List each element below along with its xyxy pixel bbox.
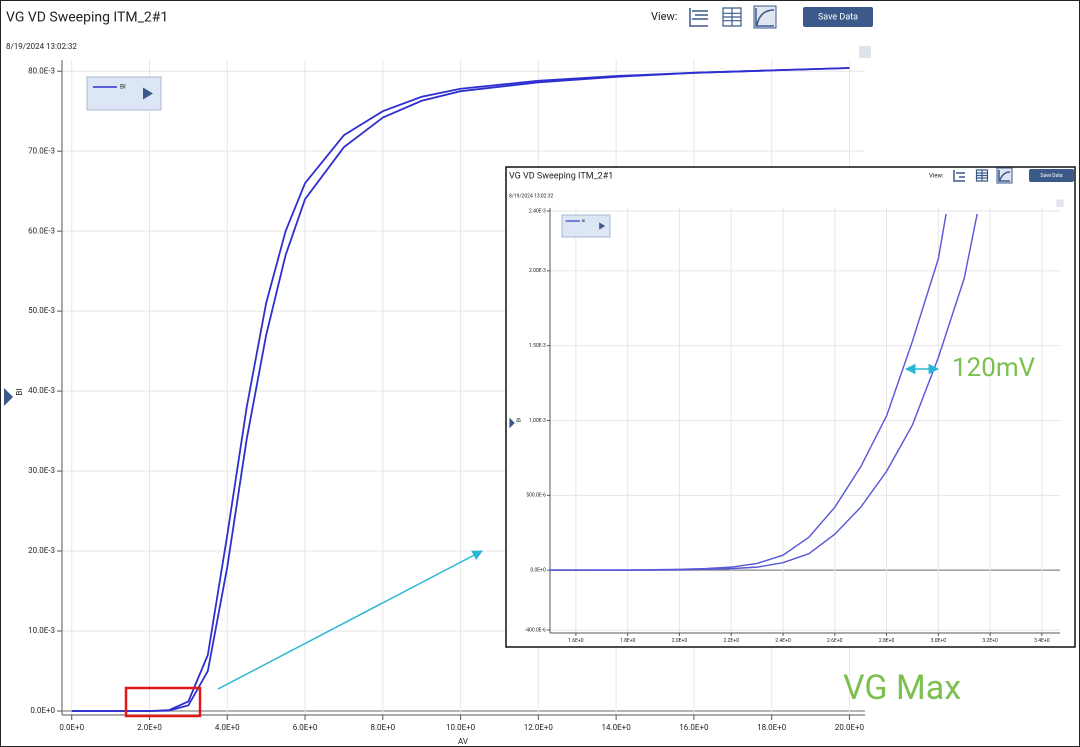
series-line (71, 67, 850, 712)
view-label: View: (929, 173, 944, 180)
x-axis-label: AV (458, 737, 468, 746)
save-data-button[interactable]: Save Data (803, 7, 873, 27)
x-tick-label: 2.8E+0 (879, 638, 895, 644)
table-view-button[interactable] (721, 6, 743, 28)
menu-icon[interactable] (859, 46, 871, 58)
view-icon (952, 168, 967, 183)
highlight-box (124, 686, 202, 718)
timestamp: 8/19/2024 13:02:32 (6, 42, 77, 51)
view-icon (753, 5, 777, 29)
y-tick-label: 10.0E-3 (28, 626, 55, 635)
y-tick-label: 40.0E-3 (28, 386, 55, 395)
legend-label: BI (120, 83, 126, 91)
icon-glyph (722, 7, 742, 27)
y-tick-label: 1.00E-3 (529, 418, 546, 424)
x-tick-label: 0.0E+0 (59, 723, 84, 732)
x-tick-label: 18.0E+0 (757, 723, 787, 732)
zoom-arrow (217, 550, 483, 690)
y-tick-label: 70.0E-3 (28, 146, 55, 155)
tree-view-button[interactable] (952, 168, 967, 183)
tree-view-button[interactable] (688, 6, 710, 28)
y-tick-label: 500.0E-6 (526, 493, 546, 499)
y-tick-label: 50.0E-3 (28, 306, 55, 315)
x-tick-label: 6.0E+0 (293, 723, 318, 732)
x-tick-label: 1.6E+0 (568, 638, 584, 644)
x-tick-label: 16.0E+0 (679, 723, 709, 732)
y-tick-label: 80.0E-3 (28, 66, 55, 75)
x-tick-label: 12.0E+0 (524, 723, 554, 732)
inset-frame (505, 166, 1076, 648)
y-tick-label: 2.00E-3 (529, 268, 546, 274)
window-title: VG VD Sweeping ITM_2#1 (509, 171, 613, 181)
legend-expand[interactable] (599, 222, 606, 230)
y-tick-label: -400.0E-6 (525, 627, 546, 633)
button-label: Save Data (1040, 173, 1063, 179)
icon-glyph (689, 8, 708, 27)
x-tick-label: 4.0E+0 (215, 723, 240, 732)
x-tick-label: 2.0E+0 (137, 723, 162, 732)
y-axis-label: BI (516, 418, 522, 422)
y-axis-label: BI (15, 388, 24, 395)
x-tick-label: 2.6E+0 (827, 638, 843, 644)
x-tick-label: 8.0E+0 (370, 723, 395, 732)
y-tick-label: 2.40E-3 (529, 208, 546, 214)
x-tick-label: 2.0E+0 (672, 638, 688, 644)
legend-expand[interactable] (143, 87, 153, 100)
inset-chart: VG VD Sweeping ITM_2#1 8/19/2024 13:02:32… (509, 167, 1074, 644)
icon-glyph (953, 170, 965, 182)
annotation: 120mV (952, 353, 1036, 383)
x-tick-label: 20.0E+0 (835, 723, 865, 732)
axis-toggle[interactable] (509, 417, 515, 429)
button-label: Save Data (818, 12, 858, 22)
x-tick-label: 10.0E+0 (446, 723, 476, 732)
axis-toggle[interactable] (4, 388, 13, 406)
chart-view-button[interactable] (753, 5, 777, 29)
y-tick-label: 20.0E-3 (28, 546, 55, 555)
x-tick-label: 2.4E+0 (775, 638, 791, 644)
chart-view-button[interactable] (996, 167, 1013, 184)
view-icon (688, 6, 710, 28)
x-tick-label: 2.2E+0 (723, 638, 739, 644)
x-tick-label: 3.0E+0 (931, 638, 947, 644)
icon-glyph (975, 169, 989, 182)
timestamp: 8/19/2024 13:02:32 (509, 193, 554, 199)
y-tick-label: 60.0E-3 (28, 226, 55, 235)
x-tick-label: 3.2E+0 (982, 638, 998, 644)
x-tick-label: 14.0E+0 (602, 723, 632, 732)
legend-label: BI (582, 218, 586, 223)
window-title: VG VD Sweeping ITM_2#1 (6, 10, 168, 26)
icon-glyph (998, 170, 1011, 182)
series-line (71, 67, 850, 712)
x-tick-label: 1.8E+0 (620, 638, 636, 644)
view-label: View: (651, 10, 677, 23)
y-tick-label: 0.0E+0 (30, 706, 55, 715)
x-tick-label: 3.4E+0 (1034, 638, 1050, 644)
table-view-button[interactable] (974, 168, 990, 183)
icon-glyph (755, 8, 775, 27)
menu-icon[interactable] (1056, 199, 1064, 207)
button-bg (1029, 169, 1074, 182)
button-bg (803, 7, 873, 27)
y-tick-label: 0.0E+0 (530, 567, 546, 573)
save-data-button[interactable]: Save Data (1029, 169, 1074, 182)
y-tick-label: 30.0E-3 (28, 466, 55, 475)
annotation: VG Max (843, 668, 961, 708)
y-tick-label: 1.50E-3 (529, 343, 546, 349)
